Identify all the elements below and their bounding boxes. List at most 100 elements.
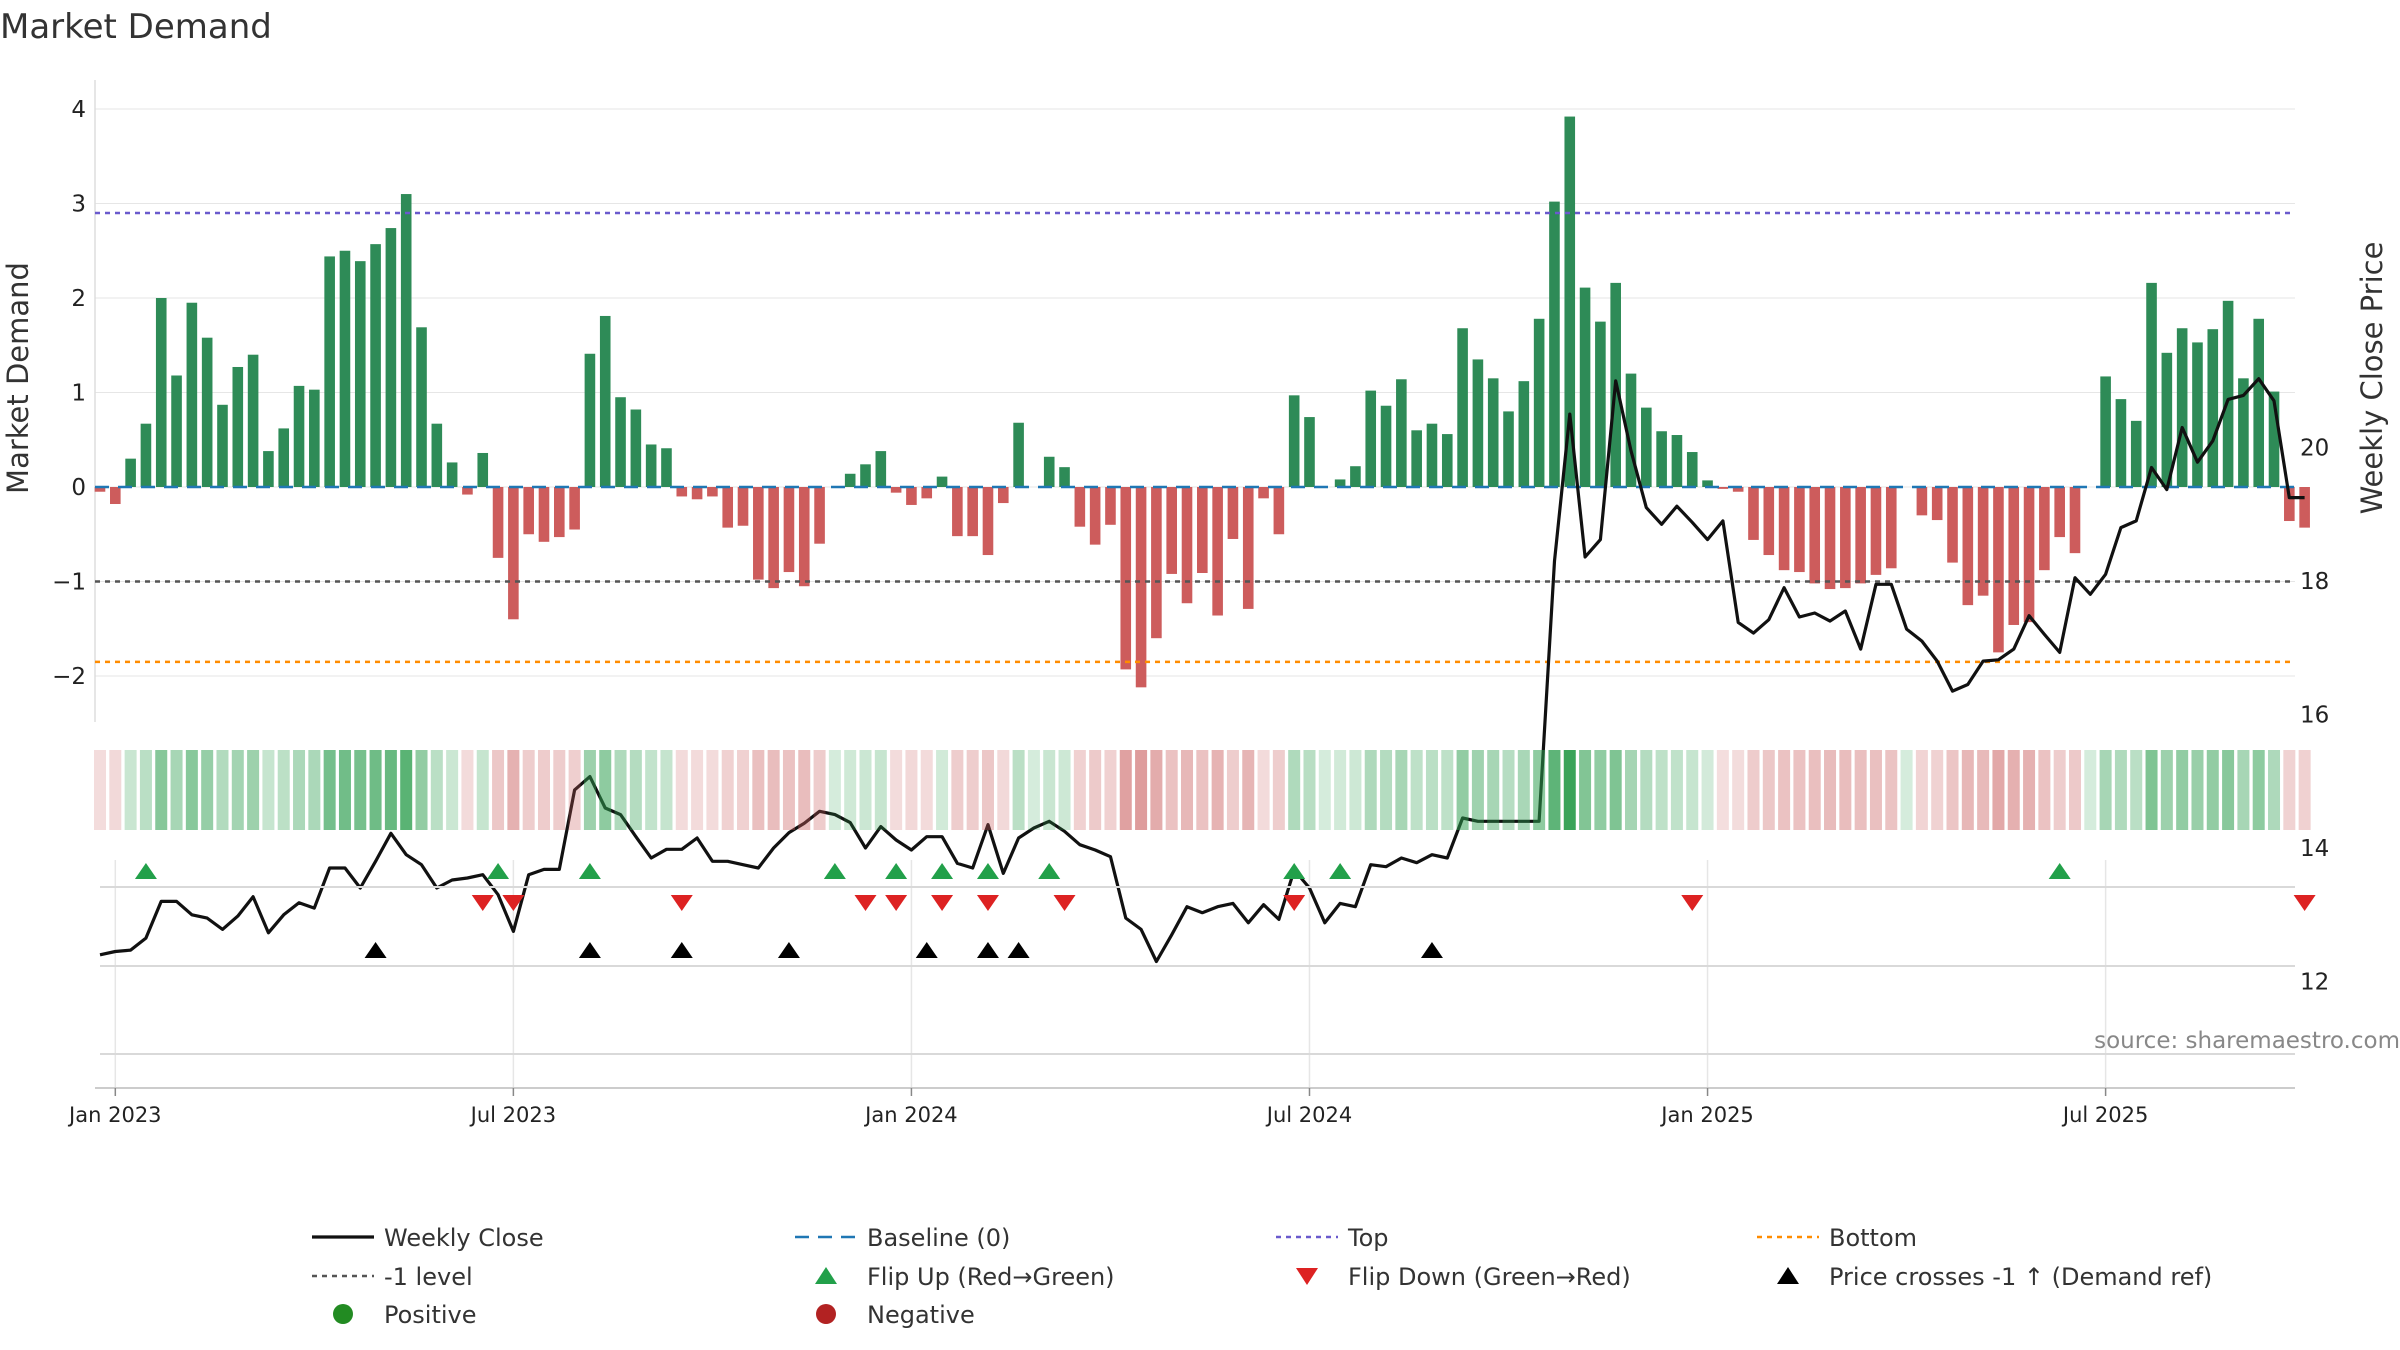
left-tick-label: −1 [52,570,86,596]
weekly-close-line [99,377,2305,964]
bar-positive [217,404,228,487]
bar-positive [1380,405,1392,487]
price-cross-marker [364,942,387,958]
bar-negative [691,487,703,500]
strip-cell [2252,750,2265,830]
bar-positive [339,250,351,487]
bar-positive [293,385,305,487]
bar-positive [400,194,412,488]
bar-negative [1120,487,1132,670]
flip-down-marker [502,895,525,911]
flip-down-marker [2293,895,2316,911]
strip-cell [2114,750,2127,830]
bar-positive [2130,420,2142,487]
left-tick-label: 3 [71,192,86,218]
bar-positive [936,476,948,487]
strip-cell [1380,750,1393,830]
x-axis: Jan 2023 Jul 2023 Jan 2024 Jul 2024 Jan 2025… [67,1087,2295,1127]
strip-cell [170,750,183,830]
legend-label: Flip Up (Red→Green) [867,1263,1115,1291]
bar-negative [1763,487,1775,556]
bar-positive [1350,466,1361,487]
legend: Weekly Close Baseline (0) Top Bottom -1 leve… [312,1224,2212,1329]
strip-cell [1487,750,1500,830]
legend-item-top: Top [1276,1224,1389,1252]
legend-swatch [816,1304,836,1324]
strip-cell [583,750,596,830]
bar-positive [1671,435,1683,487]
strip-cell [2268,750,2281,830]
strip-cell [1670,750,1683,830]
bar-negative [1794,487,1805,573]
bar-negative [1242,487,1254,609]
bar-negative [1748,487,1759,540]
strip-cell [1824,750,1837,830]
legend-label: -1 level [384,1263,473,1291]
bar-positive [860,464,871,487]
demand-bars [94,116,2310,688]
strip-cell [920,750,933,830]
strip-cell [1992,750,2005,830]
legend-item-minus-one: -1 level [312,1263,473,1291]
x-tick-label: Jul 2024 [1265,1103,1352,1127]
strip-cell [874,750,887,830]
legend-label: Weekly Close [384,1224,544,1252]
bar-negative [2299,487,2310,528]
bar-negative [1258,487,1269,499]
bar-negative [676,487,688,497]
strip-cell [599,750,612,830]
legend-label: Flip Down (Green→Red) [1348,1263,1631,1291]
strip-cell [1349,750,1362,830]
strip-cell [2145,750,2158,830]
flip-up-marker [578,863,601,879]
strip-cell [645,750,658,830]
weekly-close-line-group [99,377,2305,964]
bar-positive [1518,381,1530,487]
strip-cell [691,750,704,830]
bar-negative [1732,487,1744,492]
flip-down-marker [670,895,693,911]
bar-negative [1947,487,1958,563]
strip-cell [844,750,857,830]
strip-cell [430,750,443,830]
strip-cell [1012,750,1025,830]
bar-positive [431,423,443,487]
strip-cell [2099,750,2112,830]
bar-negative [1962,487,1974,606]
bar-negative [2069,487,2081,554]
bar-negative [722,487,734,528]
strip-cell [1058,750,1071,830]
bar-negative [1151,487,1162,639]
bar-positive [2222,300,2234,487]
strip-cell [859,750,872,830]
bar-positive [1411,430,1422,487]
bar-positive [446,462,458,487]
strip-cell [553,750,566,830]
right-tick-label: 18 [2300,569,2329,595]
bar-negative [783,487,795,573]
left-tick-label: −2 [52,664,86,690]
event-markers [100,863,2316,1055]
bar-positive [1702,480,1713,487]
strip-cell [1318,750,1331,830]
bar-positive [1503,411,1514,487]
strip-cell [216,750,229,830]
strip-cell [1686,750,1699,830]
legend-swatch [815,1267,837,1284]
strip-cell [415,750,428,830]
bar-negative [1870,487,1882,575]
bar-negative [1135,487,1147,688]
flip-up-marker [1283,863,1306,879]
flip-up-marker [1038,863,1061,879]
bar-positive [844,473,856,487]
strip-cell [2160,750,2173,830]
legend-item-price-cross: Price crosses -1 ↑ (Demand ref) [1777,1263,2212,1291]
bar-positive [661,448,672,487]
bar-positive [2146,282,2157,487]
strip-cell [2298,750,2311,830]
bar-negative [538,487,550,542]
strip-cell [2038,750,2051,830]
strip-cell [1762,750,1775,830]
bar-positive [2115,399,2127,487]
strip-cell [139,750,152,830]
